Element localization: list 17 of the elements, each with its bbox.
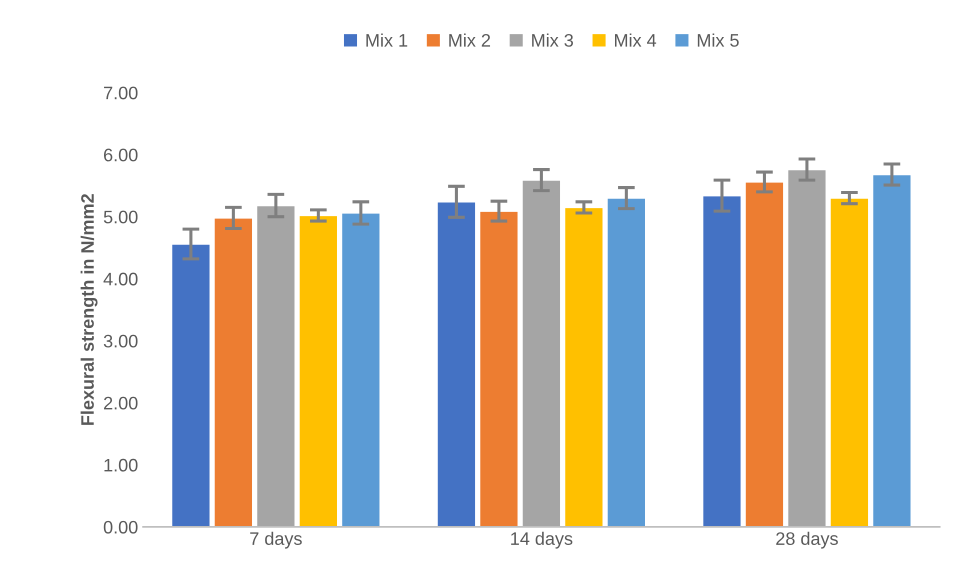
y-tick-label: 6.00	[104, 148, 138, 162]
y-tick-label: 2.00	[104, 396, 138, 410]
x-tick-label: 7 days	[250, 532, 302, 549]
legend-label: Mix 4	[615, 34, 656, 47]
legend-label: Mix 1	[366, 34, 408, 47]
y-axis-title: Flexural strength in N/mm2	[80, 194, 98, 425]
y-tick-label: 7.00	[104, 86, 138, 100]
y-tick-label: 0.00	[104, 520, 138, 534]
legend-label: Mix 3	[532, 34, 574, 47]
x-tick-label: 28 days	[776, 532, 838, 549]
y-tick-label: 3.00	[104, 334, 138, 348]
legend-label: Mix 2	[449, 34, 490, 47]
y-tick-label: 1.00	[104, 458, 138, 472]
x-tick-label: 14 days	[511, 532, 572, 549]
y-tick-label: 5.00	[104, 210, 138, 224]
y-tick-label: 4.00	[104, 272, 138, 286]
legend-label: Mix 5	[698, 34, 739, 47]
